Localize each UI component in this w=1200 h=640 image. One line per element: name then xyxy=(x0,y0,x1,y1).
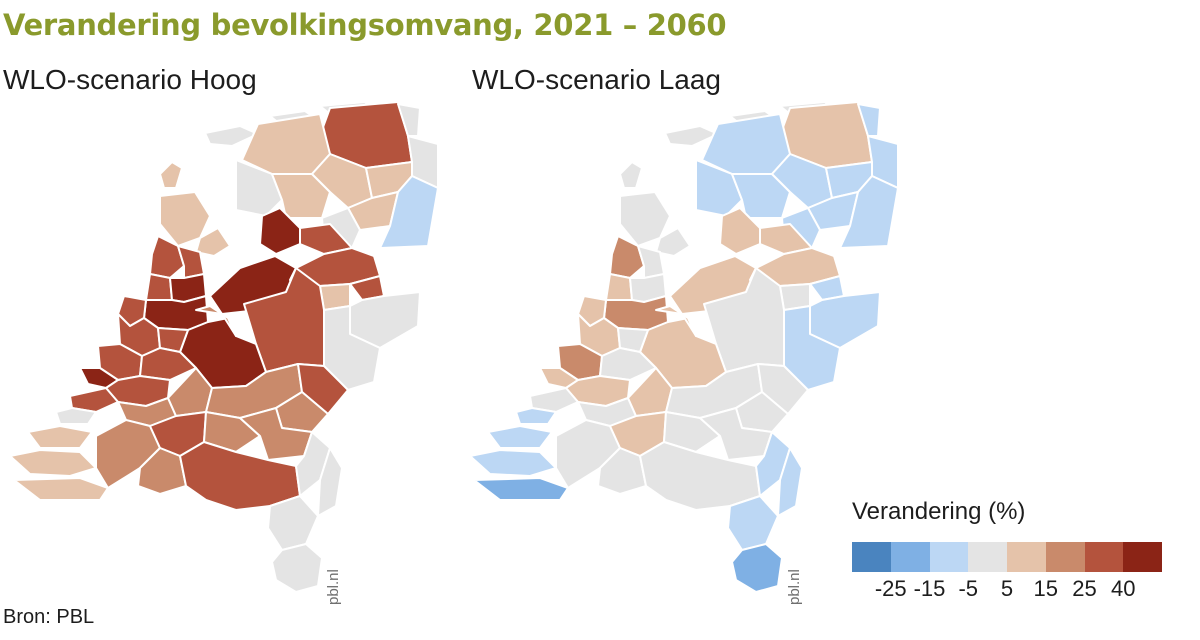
region-nh-west xyxy=(195,227,231,257)
region-friesland-west xyxy=(695,159,743,217)
region-zeeuws-vlaanderen xyxy=(13,477,109,501)
region-schouwen xyxy=(487,425,553,449)
legend-swatch-5 xyxy=(1045,542,1085,572)
legend-swatch-0 xyxy=(852,542,891,572)
region-midden-limburg xyxy=(727,495,779,551)
map-title-hoog: WLO-scenario Hoog xyxy=(3,64,257,95)
legend-swatch-7 xyxy=(1123,542,1162,572)
region-ijmond xyxy=(605,273,633,301)
legend-tick-label: -15 xyxy=(913,576,946,601)
region-ijmond xyxy=(145,273,173,301)
region-amersfoort xyxy=(195,305,237,337)
region-walcheren xyxy=(9,449,97,477)
region-groningen-north xyxy=(397,103,421,137)
region-texel xyxy=(204,125,259,147)
legend-tick-label: 25 xyxy=(1072,576,1097,601)
region-texel xyxy=(664,125,719,147)
region-noord-limburg xyxy=(317,447,343,517)
legend-swatch-3 xyxy=(968,542,1007,572)
region-voorne xyxy=(529,387,579,413)
credit-hoog: pbl.nl xyxy=(325,569,342,605)
legend-swatch-4 xyxy=(1007,542,1046,572)
credit-laag: pbl.nl xyxy=(786,569,803,605)
region-friesland-west xyxy=(235,159,283,217)
region-drenthe-east xyxy=(379,175,439,249)
region-drenthe-east xyxy=(839,175,899,249)
legend-title: Verandering (%) xyxy=(852,498,1026,525)
map-title-laag: WLO-scenario Laag xyxy=(472,64,722,95)
legend-tick-label: -25 xyxy=(874,576,907,601)
chart-title: Verandering bevolkingsomvang, 2021 – 206… xyxy=(3,8,727,42)
region-goeree xyxy=(515,407,557,425)
legend-swatch-6 xyxy=(1084,542,1124,572)
region-noord-limburg xyxy=(777,447,803,517)
region-voorne xyxy=(69,387,119,413)
region-groningen-north xyxy=(857,103,881,137)
region-friesland-north xyxy=(701,113,791,175)
region-amersfoort xyxy=(655,305,697,337)
map-laag xyxy=(469,101,899,593)
region-west-island xyxy=(619,161,643,189)
region-zeeuws-vlaanderen xyxy=(473,477,569,501)
region-goeree xyxy=(55,407,97,425)
region-midden-limburg xyxy=(267,495,319,551)
region-arnhem xyxy=(297,363,349,415)
legend-tick-label: 40 xyxy=(1111,576,1136,601)
legend-tick-label: 5 xyxy=(1000,576,1014,601)
region-nh-west xyxy=(655,227,691,257)
region-friesland-north xyxy=(241,113,331,175)
legend-ticks: -25 -15 -5 5 15 25 40 xyxy=(852,576,1162,606)
map-hoog xyxy=(9,101,439,593)
region-schouwen xyxy=(27,425,93,449)
region-walcheren xyxy=(469,449,557,477)
source-note: Bron: PBL xyxy=(3,606,95,628)
region-west-island xyxy=(159,161,183,189)
legend-swatch-1 xyxy=(890,542,930,572)
legend-tick-label: -5 xyxy=(958,576,979,601)
legend-swatch-2 xyxy=(929,542,969,572)
region-arnhem xyxy=(757,363,809,415)
region-zuid-limburg xyxy=(731,543,783,593)
region-zuid-limburg xyxy=(271,543,323,593)
legend-scale xyxy=(852,542,1162,572)
legend-tick-label: 15 xyxy=(1033,576,1058,601)
